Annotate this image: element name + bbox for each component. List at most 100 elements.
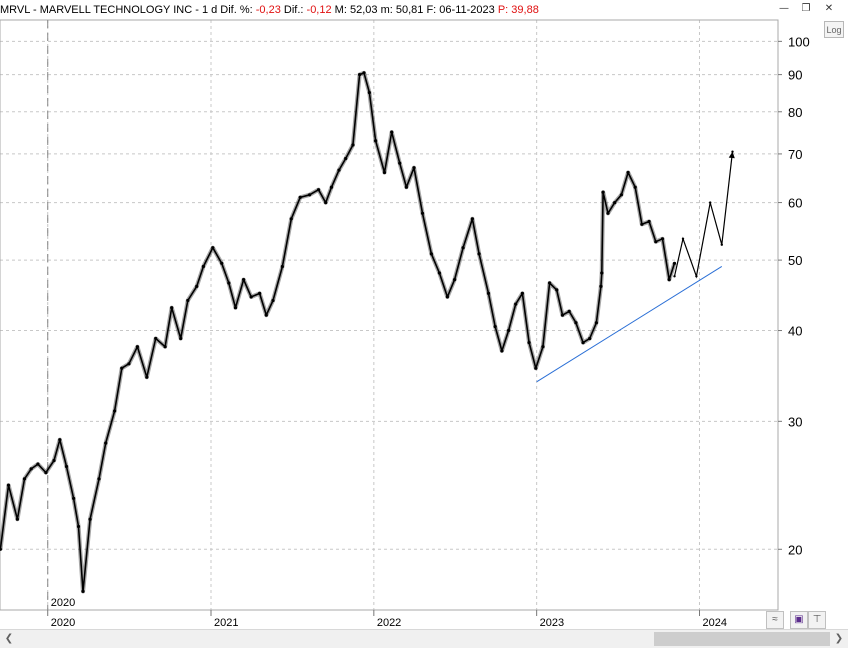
- plot-frame: [0, 19, 779, 611]
- y-tick-label: 80: [788, 105, 802, 120]
- price-point: [211, 246, 215, 250]
- price-point: [249, 295, 253, 299]
- price-point: [374, 139, 378, 143]
- price-point: [453, 278, 457, 282]
- price-point: [135, 345, 139, 349]
- symbol-name: MRVL - MARVELL TECHNOLOGY INC -: [0, 4, 199, 16]
- x-tick-label: 2021: [214, 617, 238, 629]
- price-point: [44, 471, 48, 475]
- price-point: [654, 240, 658, 244]
- price-point: [599, 284, 603, 288]
- projection-arrowhead: [728, 151, 735, 159]
- price-point: [64, 464, 69, 469]
- price-point: [271, 298, 275, 303]
- x-axis-ticks: 2020 2021 2022 2023 2024: [47, 610, 727, 629]
- price-point: [437, 271, 441, 275]
- price-point: [520, 291, 525, 295]
- price-point: [367, 91, 371, 95]
- scroll-left-icon[interactable]: ❮: [4, 633, 14, 644]
- restore-icon[interactable]: ❐: [801, 3, 811, 14]
- projection-point: [709, 201, 712, 204]
- price-value: 39,88: [511, 4, 539, 16]
- price-point: [493, 325, 497, 329]
- price-point: [264, 313, 268, 317]
- price-point: [398, 161, 402, 165]
- log-scale-button[interactable]: Log: [824, 21, 844, 38]
- y-axis-ticks: 20 30 40 50 60 70 80 90 100: [778, 34, 810, 557]
- price-point: [560, 313, 565, 317]
- dif-value: -0,12: [306, 4, 332, 16]
- price-point: [186, 298, 190, 303]
- price-point: [527, 341, 531, 345]
- price-point: [227, 281, 231, 285]
- horizontal-scrollbar[interactable]: ❮ ❯: [0, 629, 848, 648]
- price-point: [382, 170, 387, 175]
- price-point: [242, 278, 246, 282]
- min-value: 50,81: [395, 4, 424, 16]
- price-point: [316, 188, 321, 192]
- scroll-thumb[interactable]: [654, 632, 830, 646]
- price-point: [127, 362, 131, 366]
- price-point: [567, 309, 571, 313]
- projection-point: [673, 275, 676, 278]
- price-point: [404, 185, 408, 189]
- price-series-line: [0, 72, 676, 593]
- price-point: [660, 237, 665, 241]
- price-point: [672, 261, 677, 265]
- price-point: [72, 496, 76, 500]
- dif-pct-label: Dif. %:: [220, 4, 253, 16]
- price-point: [195, 284, 199, 288]
- price-point: [541, 345, 545, 349]
- scroll-right-icon[interactable]: ❯: [834, 633, 844, 644]
- period: 1 d: [201, 4, 218, 16]
- pin-icon[interactable]: ⊤: [808, 611, 826, 629]
- y-tick-label: 40: [788, 324, 802, 339]
- price-point: [76, 524, 81, 529]
- price-point: [97, 477, 101, 481]
- price-point: [52, 458, 56, 463]
- dif-label: Dif.:: [283, 4, 304, 16]
- price-point: [337, 168, 341, 172]
- projection-line: [673, 151, 734, 279]
- price-point: [461, 246, 465, 250]
- price-point: [594, 321, 599, 325]
- y-tick-label: 90: [788, 68, 802, 83]
- price-point: [280, 264, 284, 269]
- price-label: P:: [497, 4, 509, 16]
- price-point: [22, 477, 27, 481]
- minimize-icon[interactable]: —: [779, 3, 789, 14]
- price-point: [514, 302, 518, 306]
- dif-pct-value: -0,23: [255, 4, 281, 16]
- price-point: [29, 467, 33, 471]
- wave-icon[interactable]: ≈: [766, 611, 784, 629]
- price-point: [600, 271, 604, 275]
- price-point: [6, 483, 11, 487]
- price-point: [120, 366, 124, 370]
- price-point: [412, 166, 416, 170]
- price-point: [470, 217, 474, 221]
- price-point: [606, 211, 610, 215]
- price-point: [358, 73, 362, 77]
- price-point: [507, 328, 511, 333]
- price-point: [15, 517, 19, 521]
- price-point: [36, 462, 40, 466]
- price-point: [548, 281, 552, 285]
- x-tick-label: 2022: [377, 617, 401, 629]
- price-point: [104, 441, 108, 445]
- x-tick-label: 2024: [702, 617, 726, 629]
- price-point: [145, 375, 149, 379]
- price-point: [633, 185, 637, 189]
- save-icon[interactable]: ▣: [790, 611, 808, 629]
- price-point: [308, 193, 312, 197]
- trendline[interactable]: [536, 266, 723, 383]
- close-icon[interactable]: ✕: [824, 3, 834, 14]
- price-point: [601, 190, 605, 194]
- x-tick-label: 2020: [51, 617, 75, 629]
- marker-label: 2020: [51, 597, 75, 609]
- price-point: [179, 336, 183, 341]
- price-point: [555, 288, 559, 292]
- price-point: [88, 517, 92, 521]
- price-point: [344, 156, 348, 161]
- price-point: [201, 264, 205, 269]
